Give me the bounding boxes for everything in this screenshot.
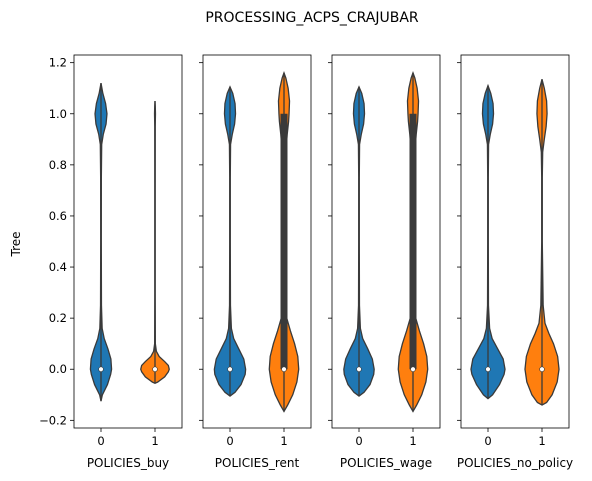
y-tick-label: 0.8 [49,158,67,172]
panels: −0.2 0.0 0.2 0.4 0.6 0.8 1.0 1.2 0 1 POLICIES_buy 0… [39,54,573,470]
panel-1: −0.2 0.0 0.2 0.4 0.6 0.8 1.0 1.2 0 1 POLICIES_buy [39,54,183,470]
axes-frame [331,54,441,429]
x-tick-label: 1 [409,434,416,448]
axes-frame [460,54,570,429]
median-marker [227,366,233,372]
figure-title: PROCESSING_ACPS_CRAJUBAR [205,10,419,26]
median-marker [98,366,104,372]
iqr-box [409,113,417,370]
median-marker [281,366,287,372]
axes-frame [73,54,183,429]
y-tick-label: 1.0 [49,107,67,121]
median-marker [410,366,416,372]
x-axis-label: POLICIES_rent [215,456,300,470]
panel-3: 0 1 POLICIES_wage [328,54,441,470]
x-axis-label: POLICIES_buy [87,456,169,470]
y-tick-label: 0.4 [49,260,67,274]
y-tick-label: 0.2 [49,311,67,325]
median-marker [152,366,158,372]
y-tick-label: −0.2 [39,413,67,427]
panel-4: 0 1 POLICIES_no_policy [457,54,573,470]
x-tick-label: 1 [151,434,158,448]
axes-frame [202,54,312,429]
x-tick-label: 1 [280,434,287,448]
y-tick-label: 0.6 [49,209,67,223]
y-axis-label: Tree [9,231,23,257]
median-marker [356,366,362,372]
x-axis-label: POLICIES_no_policy [457,456,573,470]
median-marker [539,366,545,372]
panel-2: 0 1 POLICIES_rent [199,54,312,470]
x-axis-label: POLICIES_wage [340,456,432,470]
x-tick-label: 0 [484,434,491,448]
iqr-box [280,113,288,370]
y-tick-label: 1.2 [49,56,67,70]
x-tick-label: 0 [355,434,362,448]
y-tick-label: 0.0 [49,362,67,376]
x-tick-label: 1 [538,434,545,448]
x-tick-label: 0 [226,434,233,448]
median-marker [485,366,491,372]
x-tick-label: 0 [97,434,104,448]
